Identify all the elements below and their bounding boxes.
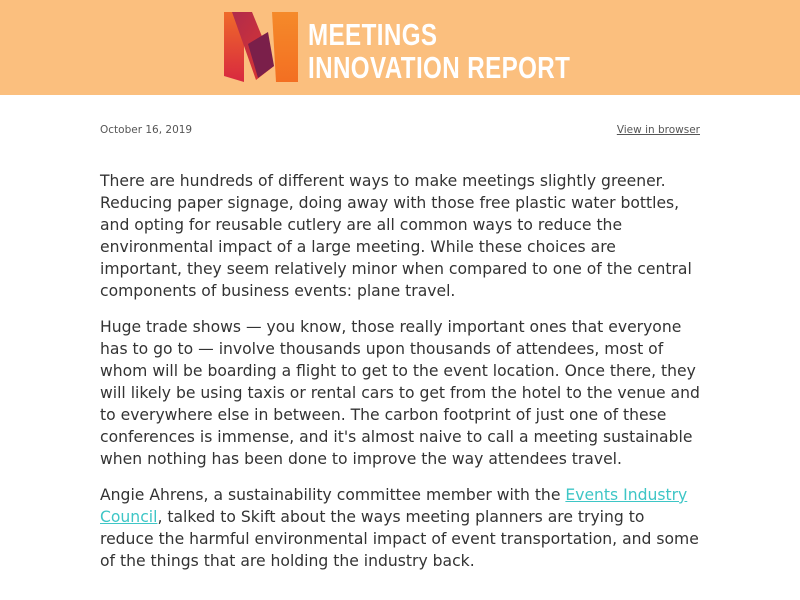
header-banner: MEETINGS INNOVATION REPORT [0,0,800,95]
brand-title-line2: INNOVATION REPORT [308,50,571,85]
paragraph-3: Angie Ahrens, a sustainability committee… [100,484,700,572]
view-in-browser-link[interactable]: View in browser [616,124,700,136]
meta-bar: October 16, 2019 View in browser [100,124,700,138]
brand-title: MEETINGS INNOVATION REPORT [308,18,570,84]
paragraph-3-text-end: , talked to Skift about the ways meeting… [100,508,699,570]
brand-title-line1: MEETINGS [308,17,438,52]
article-body: There are hundreds of different ways to … [100,170,700,586]
issue-date: October 16, 2019 [100,124,193,136]
paragraph-1: There are hundreds of different ways to … [100,172,692,300]
events-industry-council-link[interactable]: Events Industry Council [100,486,688,526]
paragraph-2: Huge trade shows — you know, those reall… [100,318,700,468]
paragraph-3-text-start: Angie Ahrens, a sustainability committee… [100,486,566,504]
m-logo-icon [224,12,298,82]
